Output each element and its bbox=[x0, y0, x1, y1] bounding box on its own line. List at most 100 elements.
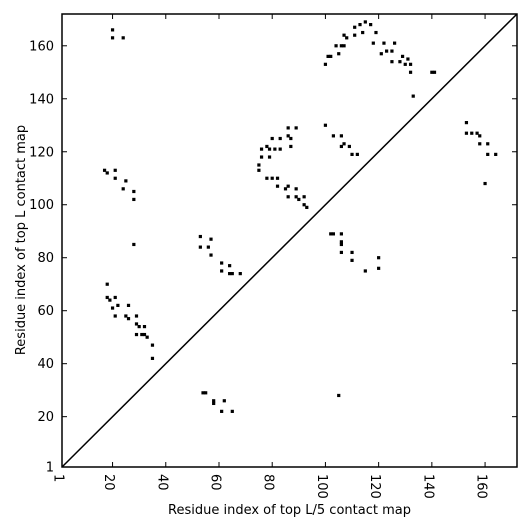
contact-point bbox=[134, 332, 139, 337]
contact-point bbox=[267, 155, 272, 159]
contact-point bbox=[126, 317, 131, 321]
contact-point bbox=[305, 205, 309, 209]
contact-point bbox=[124, 179, 128, 183]
contact-point bbox=[297, 197, 301, 202]
contact-point bbox=[121, 36, 125, 40]
contact-point bbox=[345, 36, 349, 40]
contact-point bbox=[259, 147, 264, 151]
contact-point bbox=[350, 250, 354, 255]
contact-point bbox=[150, 343, 155, 347]
contact-point bbox=[331, 134, 335, 138]
contact-point bbox=[212, 399, 216, 403]
contact-point bbox=[275, 176, 280, 180]
contact-point bbox=[411, 94, 415, 98]
contact-point bbox=[486, 152, 490, 156]
y-tick-label: 140 bbox=[29, 92, 54, 107]
contact-point bbox=[265, 176, 269, 180]
contact-point bbox=[286, 195, 290, 199]
y-tick-label: 40 bbox=[37, 357, 54, 372]
plot-frame bbox=[61, 13, 518, 468]
contact-point bbox=[283, 187, 288, 191]
contact-point bbox=[113, 295, 117, 300]
contact-point bbox=[382, 41, 386, 45]
contact-point bbox=[267, 147, 272, 151]
contact-point bbox=[342, 142, 346, 146]
y-tick-label: 1 bbox=[46, 461, 54, 476]
contact-point bbox=[337, 52, 341, 56]
contact-point bbox=[323, 123, 328, 127]
contact-point bbox=[230, 272, 234, 276]
contact-point bbox=[302, 195, 306, 199]
contact-point bbox=[369, 23, 373, 27]
contact-point bbox=[132, 189, 136, 194]
contact-point bbox=[363, 20, 367, 24]
contact-point bbox=[228, 264, 232, 268]
contact-point bbox=[142, 325, 147, 329]
contact-point bbox=[334, 44, 338, 48]
x-axis-label: Residue index of top L/5 contact map bbox=[168, 503, 411, 518]
contact-point bbox=[257, 163, 261, 167]
contact-markers bbox=[102, 20, 498, 413]
contact-point bbox=[140, 332, 144, 337]
y-tick-label: 80 bbox=[37, 251, 54, 266]
contact-point bbox=[470, 131, 474, 135]
contact-point bbox=[406, 57, 410, 61]
contact-point bbox=[228, 272, 232, 276]
contact-point bbox=[385, 49, 389, 53]
contact-point bbox=[132, 197, 136, 202]
contact-point bbox=[408, 62, 413, 66]
x-tick-label: 140 bbox=[420, 474, 435, 499]
contact-point bbox=[329, 54, 333, 58]
x-tick-label: 80 bbox=[261, 474, 276, 491]
contact-point bbox=[105, 282, 109, 286]
contact-point bbox=[478, 142, 482, 146]
contact-point bbox=[326, 54, 330, 58]
contact-point bbox=[270, 176, 274, 180]
contact-point bbox=[323, 62, 328, 66]
contact-point bbox=[150, 356, 155, 360]
contact-point bbox=[486, 142, 490, 146]
contact-point bbox=[403, 62, 407, 66]
contact-point bbox=[464, 121, 469, 125]
contact-point bbox=[278, 136, 282, 141]
contact-point bbox=[337, 393, 341, 398]
contact-point bbox=[113, 176, 117, 180]
contact-point bbox=[116, 303, 120, 307]
contact-point bbox=[390, 60, 394, 64]
x-tick-label: 20 bbox=[101, 474, 116, 491]
x-axis-ticks: 1 20 40 60 80 100 120 140 160 bbox=[51, 14, 489, 499]
contact-point bbox=[408, 70, 413, 74]
contact-point bbox=[289, 144, 293, 149]
contact-point bbox=[371, 41, 375, 45]
contact-point bbox=[430, 70, 434, 74]
contact-point bbox=[110, 36, 115, 40]
contact-point bbox=[289, 136, 293, 141]
contact-point bbox=[102, 168, 107, 172]
contact-point bbox=[339, 144, 343, 149]
contact-point bbox=[275, 184, 280, 188]
contact-point bbox=[342, 44, 346, 48]
contact-point bbox=[464, 131, 469, 135]
contact-point bbox=[230, 409, 234, 413]
contact-point bbox=[475, 131, 479, 135]
contact-point bbox=[212, 401, 216, 406]
x-tick-label: 120 bbox=[367, 474, 382, 499]
contact-point bbox=[124, 314, 128, 318]
contact-point bbox=[353, 25, 357, 29]
x-tick-label: 40 bbox=[154, 474, 169, 491]
contact-point bbox=[483, 181, 487, 186]
contact-point bbox=[353, 33, 357, 37]
contact-point bbox=[198, 234, 202, 239]
contact-point bbox=[302, 203, 306, 207]
y-tick-label: 100 bbox=[29, 198, 54, 213]
contact-point bbox=[134, 314, 139, 318]
contact-point bbox=[145, 335, 149, 339]
contact-point bbox=[377, 266, 381, 270]
contact-point bbox=[110, 28, 115, 32]
contact-point bbox=[478, 134, 482, 138]
contact-point bbox=[270, 136, 274, 141]
contact-point bbox=[132, 242, 136, 247]
contact-point bbox=[134, 322, 139, 326]
